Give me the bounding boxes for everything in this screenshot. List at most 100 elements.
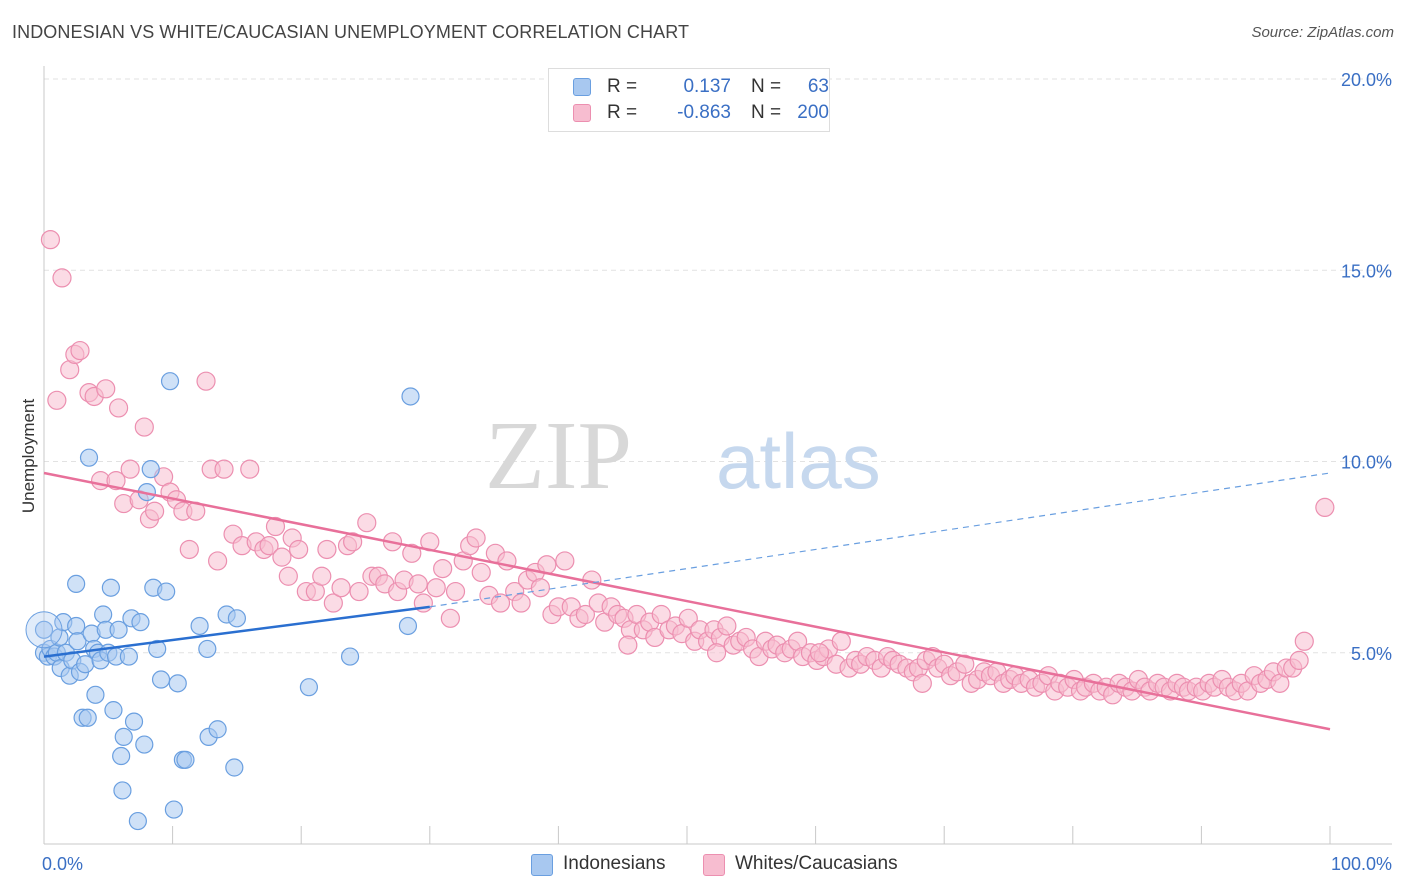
- point-indonesians: [208, 720, 227, 739]
- trend-lines: [43, 471, 1331, 731]
- n-value: 63: [807, 76, 829, 97]
- point-whites: [331, 578, 351, 598]
- point-whites: [179, 539, 199, 560]
- point-whites: [259, 536, 279, 556]
- r-value: -0.863: [677, 102, 731, 123]
- point-whites: [1315, 497, 1335, 517]
- chart-title: INDONESIAN VS WHITE/CAUCASIAN UNEMPLOYME…: [12, 22, 690, 42]
- point-indonesians: [114, 727, 133, 747]
- points-layer: [25, 230, 1335, 831]
- point-whites: [1294, 631, 1314, 651]
- point-whites: [511, 593, 531, 613]
- point-whites: [40, 230, 61, 250]
- point-indonesians: [86, 685, 105, 704]
- y-tick-label: 15.0%: [1341, 261, 1392, 281]
- point-indonesians: [78, 708, 97, 727]
- point-whites: [214, 459, 234, 479]
- point-whites: [349, 581, 369, 602]
- point-indonesians: [398, 616, 418, 636]
- point-indonesians: [299, 678, 319, 697]
- bottom-legend-swatch-indonesians: [531, 854, 553, 876]
- point-whites: [530, 578, 550, 598]
- r-value: 0.137: [683, 76, 731, 97]
- point-whites: [809, 643, 830, 663]
- point-indonesians: [101, 578, 120, 597]
- point-indonesians: [94, 605, 113, 624]
- watermark: ZIP atlas: [485, 402, 881, 510]
- legend-swatch-indonesians: [573, 78, 591, 96]
- bottom-legend-swatch-whites: [703, 854, 725, 876]
- point-whites: [440, 608, 460, 628]
- point-indonesians: [124, 712, 144, 731]
- y-axis-label: Unemployment: [19, 399, 38, 514]
- point-indonesians: [225, 758, 244, 777]
- point-indonesians: [67, 616, 86, 636]
- y-tick-label: 5.0%: [1351, 644, 1392, 664]
- point-indonesians: [151, 670, 171, 689]
- point-indonesians: [112, 746, 131, 766]
- x-tick-label: 0.0%: [42, 854, 83, 874]
- point-indonesians: [104, 701, 123, 720]
- point-whites: [196, 371, 216, 391]
- point-whites: [134, 417, 154, 437]
- point-whites: [144, 501, 165, 521]
- point-whites: [323, 593, 343, 613]
- point-whites: [357, 513, 377, 533]
- point-indonesians: [157, 582, 176, 601]
- point-indonesians: [113, 781, 132, 800]
- point-whites: [466, 528, 486, 548]
- point-indonesians: [34, 620, 54, 639]
- point-whites: [618, 635, 638, 655]
- trend-line-indonesians: [43, 605, 430, 658]
- point-indonesians: [227, 609, 246, 628]
- y-tick-label: 20.0%: [1341, 70, 1392, 90]
- point-whites: [52, 268, 72, 288]
- point-indonesians: [198, 639, 217, 659]
- y-tick-label: 10.0%: [1341, 453, 1392, 473]
- x-tick-label: 100.0%: [1331, 854, 1392, 874]
- point-indonesians: [109, 620, 128, 639]
- point-whites: [47, 390, 67, 410]
- tick-labels: 5.0% 10.0% 15.0% 20.0% 0.0% 100.0%: [42, 70, 1392, 874]
- point-indonesians-large: [25, 611, 63, 649]
- point-whites: [678, 608, 698, 628]
- point-indonesians: [401, 387, 420, 406]
- point-whites: [1289, 650, 1309, 671]
- point-whites: [575, 604, 596, 625]
- point-whites: [471, 562, 491, 583]
- point-whites: [426, 578, 446, 598]
- point-whites: [208, 551, 228, 571]
- bottom-legend-label: Whites/Caucasians: [735, 853, 898, 874]
- point-whites: [912, 673, 932, 693]
- point-whites: [272, 547, 292, 567]
- point-whites: [343, 532, 363, 552]
- point-whites: [555, 551, 575, 571]
- bottom-legend-label: Indonesians: [563, 853, 666, 874]
- n-label: N =: [751, 102, 782, 123]
- point-whites: [433, 558, 453, 579]
- point-indonesians: [190, 616, 209, 636]
- point-indonesians: [128, 811, 147, 831]
- point-whites: [317, 539, 337, 560]
- point-indonesians: [79, 448, 99, 467]
- gridlines: [44, 78, 1392, 654]
- trend-line-whites: [43, 471, 1331, 731]
- trend-line-indonesians-extension: [429, 472, 1331, 608]
- point-whites: [445, 581, 466, 602]
- legend-swatch-whites: [573, 104, 591, 122]
- point-indonesians: [119, 647, 138, 666]
- point-whites: [278, 566, 298, 586]
- watermark-zip: ZIP: [485, 402, 632, 510]
- point-indonesians: [131, 613, 150, 632]
- point-whites: [108, 398, 129, 418]
- point-whites: [490, 593, 511, 613]
- watermark-atlas: atlas: [716, 417, 881, 505]
- point-indonesians: [168, 674, 187, 693]
- point-whites: [831, 631, 851, 651]
- point-indonesians: [164, 800, 183, 819]
- point-indonesians: [148, 639, 167, 659]
- n-label: N =: [751, 76, 782, 97]
- point-whites: [120, 459, 140, 479]
- point-indonesians: [67, 574, 86, 594]
